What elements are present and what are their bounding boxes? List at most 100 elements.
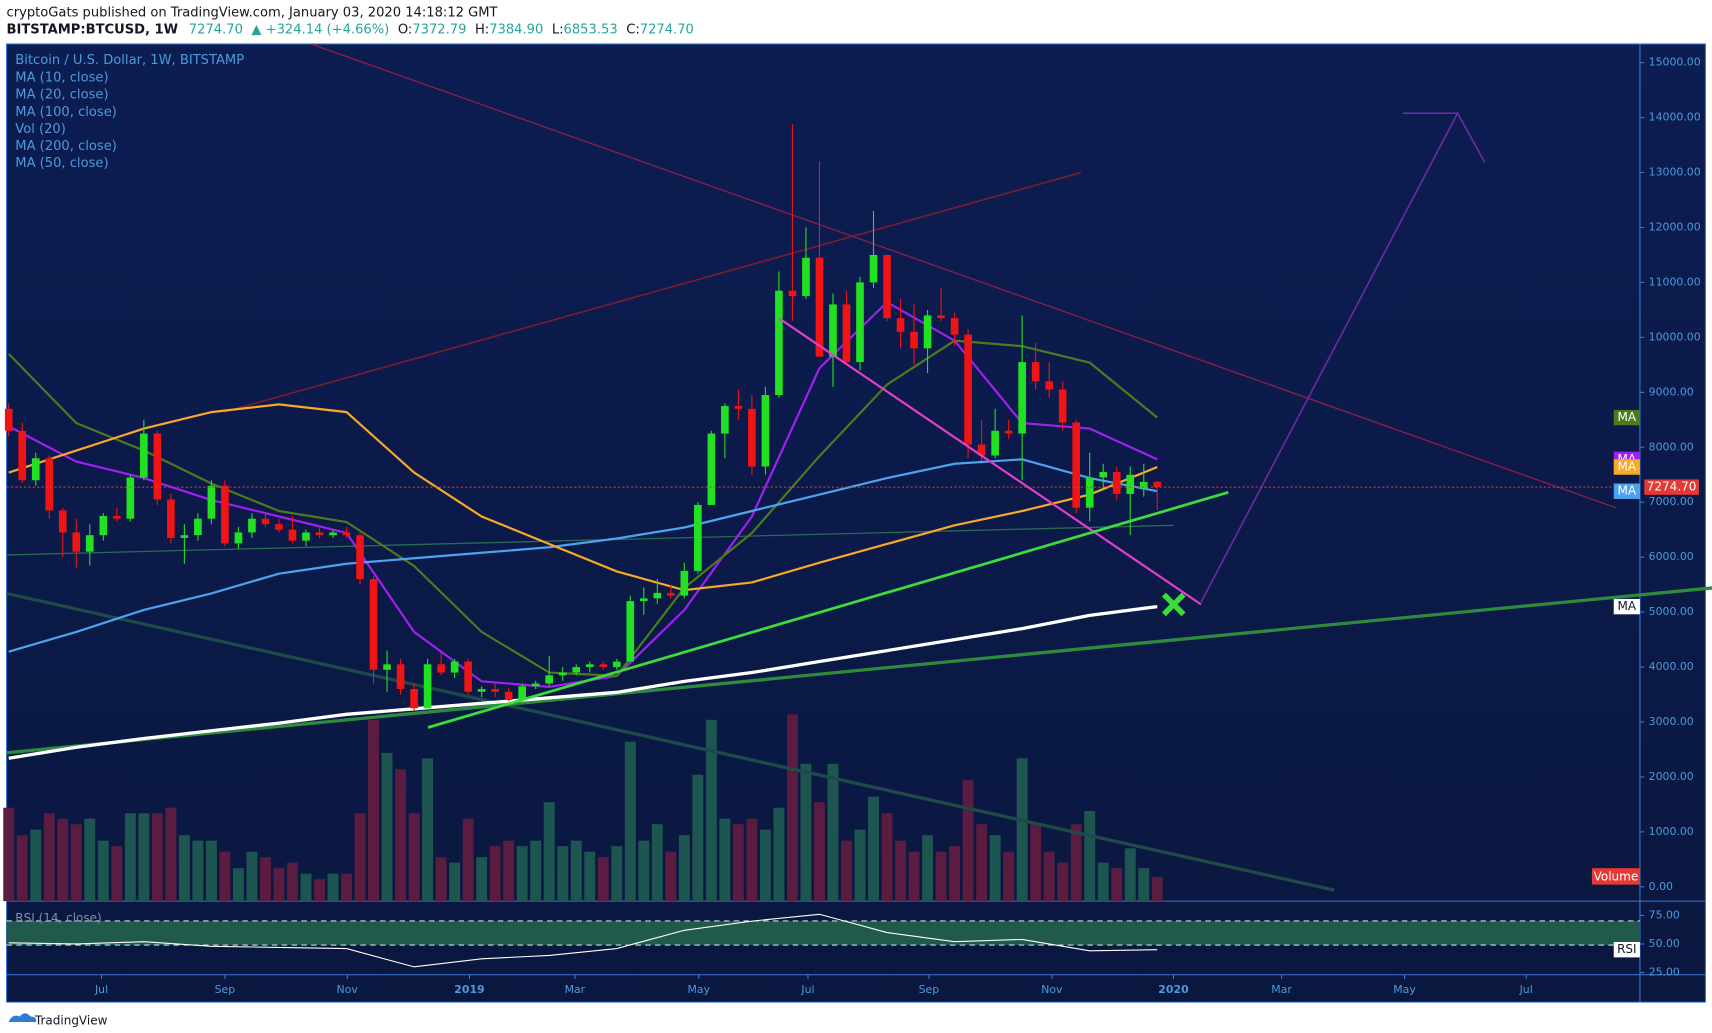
y-tick-label: 15000.00 — [1649, 56, 1701, 69]
candle-body — [18, 430, 27, 481]
volume-bar — [1003, 851, 1015, 902]
candle-body — [1112, 471, 1121, 494]
volume-bar — [543, 802, 555, 902]
candle-body — [1018, 362, 1026, 434]
volume-bar — [854, 829, 866, 902]
ohlc-value: 7372.79 — [412, 22, 466, 37]
ma-badge: MA — [1618, 460, 1637, 474]
volume-bar — [3, 807, 15, 902]
volume-bar — [300, 873, 312, 902]
candle-body — [221, 485, 229, 544]
x-tick-label: Sep — [215, 983, 236, 996]
volume-bar — [597, 857, 609, 902]
candle-body — [275, 524, 283, 530]
volume-bar — [314, 879, 325, 902]
volume-badge: Volume — [1594, 869, 1639, 883]
candle-body — [504, 691, 513, 701]
volume-bar — [1030, 824, 1042, 902]
volume-bar — [1084, 811, 1096, 902]
volume-bar — [868, 796, 879, 902]
rsi-tick-label: 25.00 — [1649, 966, 1680, 979]
x-tick-label: Jul — [1519, 983, 1533, 996]
candle-body — [99, 515, 108, 536]
symbol: BITSTAMP:BTCUSD, 1W — [7, 22, 179, 37]
candle-body — [450, 661, 459, 673]
volume-bar — [151, 813, 163, 902]
candle-body — [1153, 481, 1162, 488]
volume-bar — [395, 769, 407, 902]
rsi-band — [6, 920, 1640, 946]
moving-average — [8, 403, 1158, 592]
candle-body — [383, 664, 391, 670]
candle-body — [234, 532, 243, 544]
rsi-line — [8, 913, 1158, 968]
volume-bar — [192, 840, 204, 902]
ohlc-name: C: — [626, 22, 640, 37]
legend-entry: MA (50, close) — [15, 156, 108, 171]
ohlc-name: H: — [475, 22, 489, 37]
volume-bar — [1097, 862, 1109, 902]
volume-bar — [638, 840, 650, 902]
volume-bar — [989, 835, 1001, 902]
candle-body — [518, 686, 527, 701]
x-tick-label: Mar — [1271, 983, 1292, 996]
x-tick-label: Jul — [94, 983, 108, 996]
y-tick-label: 4000.00 — [1649, 660, 1694, 673]
candle-body — [856, 282, 864, 363]
rsi-tick-label: 50.00 — [1649, 937, 1680, 950]
y-tick-label: 1000.00 — [1649, 825, 1694, 838]
volume-bar — [205, 840, 217, 902]
candle-body — [599, 664, 608, 668]
volume-bar — [449, 862, 461, 902]
candle-body — [639, 598, 648, 602]
volume-bar — [287, 862, 298, 902]
price: 7274.70 — [189, 22, 243, 37]
candle-body — [937, 315, 945, 319]
drawings — [6, 43, 1712, 892]
candle-body — [558, 672, 567, 676]
candle-body — [464, 661, 472, 692]
candle-body — [653, 592, 662, 599]
y-tick-label: 11000.00 — [1649, 275, 1701, 288]
candle-body — [140, 433, 148, 478]
candle-body — [815, 257, 824, 357]
volume-bar — [557, 846, 569, 902]
x-tick-label: Jul — [800, 983, 814, 996]
x-tick-label: 2019 — [454, 983, 484, 996]
candle-body — [991, 430, 999, 456]
volume-bar — [1151, 876, 1163, 902]
volume-bar — [165, 807, 177, 902]
candle-body — [694, 504, 702, 571]
candle-body — [869, 254, 878, 283]
overlay-drawings — [427, 317, 1229, 729]
candle-body — [342, 532, 351, 536]
candle-body — [950, 318, 959, 335]
candle-body — [72, 532, 81, 552]
volume-bar — [786, 714, 798, 902]
volume-bar — [341, 873, 352, 902]
volume-bar — [665, 851, 677, 902]
candle-body — [356, 535, 364, 580]
ohlc-value: 7274.70 — [640, 22, 694, 37]
ma-badge: MA — [1618, 410, 1637, 424]
ohlc-name: O: — [398, 22, 412, 37]
volume-bar — [922, 835, 934, 902]
time-axis-bg-mask — [0, 1002, 1712, 1004]
ma-badge-bg — [1613, 409, 1640, 426]
candle-body — [315, 532, 324, 536]
volume-bar — [895, 840, 906, 902]
y-tick-label: 5000.00 — [1649, 605, 1694, 618]
candle-body — [369, 579, 378, 670]
volume-bar — [908, 851, 920, 902]
volume-bar — [759, 829, 771, 902]
ma-badge: MA — [1618, 484, 1637, 498]
volume-bar — [327, 873, 339, 902]
x-tick-label: May — [1393, 983, 1416, 996]
legend-entry: MA (20, close) — [15, 88, 108, 103]
candle-body — [761, 395, 770, 467]
ma-badge: MA — [1618, 599, 1637, 613]
trendline — [310, 43, 1617, 509]
candle-body — [545, 675, 554, 684]
volume-bar — [692, 774, 704, 902]
